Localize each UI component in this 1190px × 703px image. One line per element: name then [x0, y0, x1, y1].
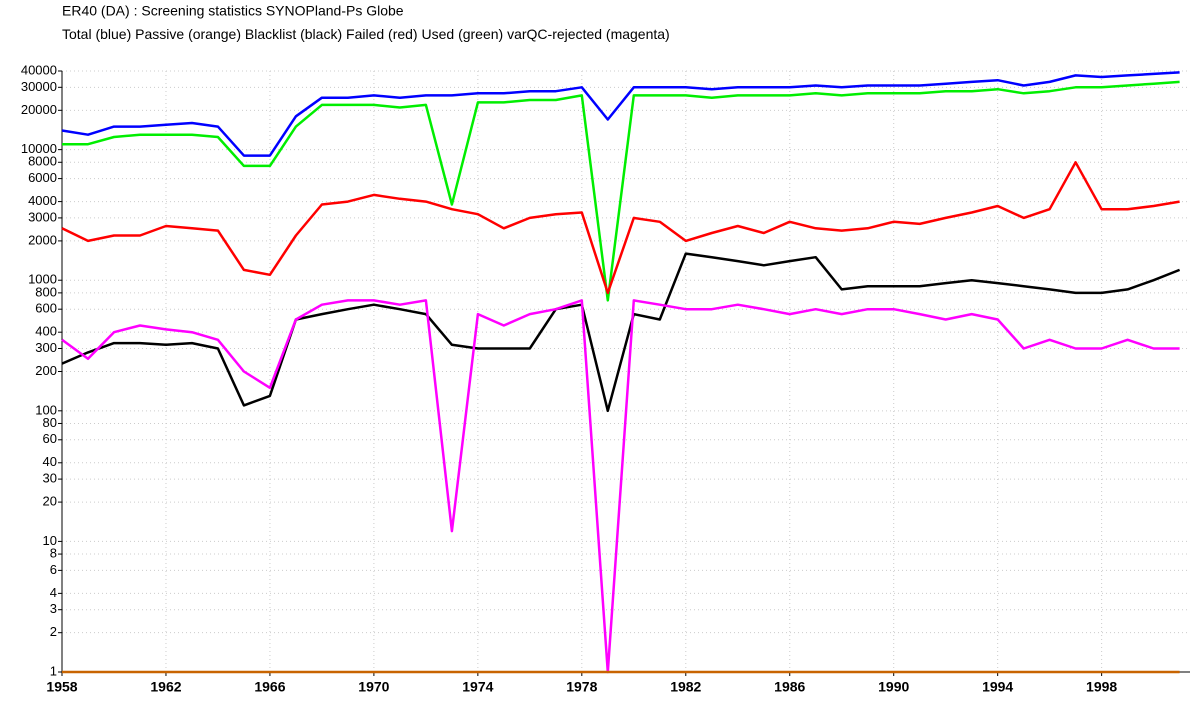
- y-tick-label: 3000: [28, 209, 57, 224]
- y-tick-label: 10: [43, 533, 57, 548]
- x-tick-label: 1966: [254, 679, 285, 695]
- series-line: [62, 80, 1180, 302]
- y-tick-label: 6: [50, 562, 57, 577]
- series-line: [61, 299, 1180, 674]
- series-line: [61, 71, 1180, 157]
- y-tick-label: 40000: [21, 62, 57, 77]
- legend-entry: varQC-rejected (magenta): [507, 26, 670, 42]
- y-tick-label: 4: [50, 585, 57, 600]
- y-tick-label: 30000: [21, 79, 57, 94]
- legend-entry: Used (green): [422, 26, 504, 42]
- x-tick-label: 1970: [358, 679, 389, 695]
- legend-entry: Failed (red): [346, 26, 418, 42]
- y-tick-label: 300: [35, 340, 57, 355]
- legend-entry: Passive (orange): [135, 26, 241, 42]
- x-tick-label: 1994: [982, 679, 1013, 695]
- y-tick-label: 20: [43, 494, 57, 509]
- legend: Total (blue) Passive (orange) Blacklist …: [62, 26, 670, 42]
- y-tick-label: 1: [50, 663, 57, 678]
- x-tick-label: 1958: [46, 679, 77, 695]
- y-tick-label: 20000: [21, 102, 57, 117]
- y-tick-label: 3: [50, 601, 57, 616]
- x-tick-label: 1986: [774, 679, 805, 695]
- y-tick-label: 200: [35, 363, 57, 378]
- chart-title: ER40 (DA) : Screening statistics SYNOPla…: [62, 3, 404, 19]
- x-tick-label: 1982: [670, 679, 701, 695]
- y-tick-label: 40: [43, 454, 57, 469]
- legend-entry: Total (blue): [62, 26, 131, 42]
- y-tick-label: 2000: [28, 232, 57, 247]
- x-tick-label: 1962: [150, 679, 181, 695]
- y-tick-label: 8: [50, 545, 57, 560]
- y-tick-label: 400: [35, 324, 57, 339]
- y-tick-label: 800: [35, 284, 57, 299]
- x-tick-label: 1974: [462, 679, 493, 695]
- y-tick-label: 6000: [28, 170, 57, 185]
- y-tick-label: 80: [43, 415, 57, 430]
- y-tick-label: 10000: [21, 141, 57, 156]
- y-tick-label: 600: [35, 301, 57, 316]
- y-tick-label: 60: [43, 431, 57, 446]
- series-line: [61, 161, 1180, 295]
- y-tick-label: 1000: [28, 272, 57, 287]
- y-tick-label: 100: [35, 402, 57, 417]
- y-tick-label: 4000: [28, 193, 57, 208]
- y-tick-label: 30: [43, 471, 57, 486]
- y-tick-label: 8000: [28, 154, 57, 169]
- legend-entry: Blacklist (black): [245, 26, 342, 42]
- series-line: [61, 252, 1181, 413]
- x-tick-label: 1978: [566, 679, 597, 695]
- x-tick-label: 1998: [1086, 679, 1117, 695]
- x-tick-label: 1990: [878, 679, 909, 695]
- y-tick-label: 2: [50, 624, 57, 639]
